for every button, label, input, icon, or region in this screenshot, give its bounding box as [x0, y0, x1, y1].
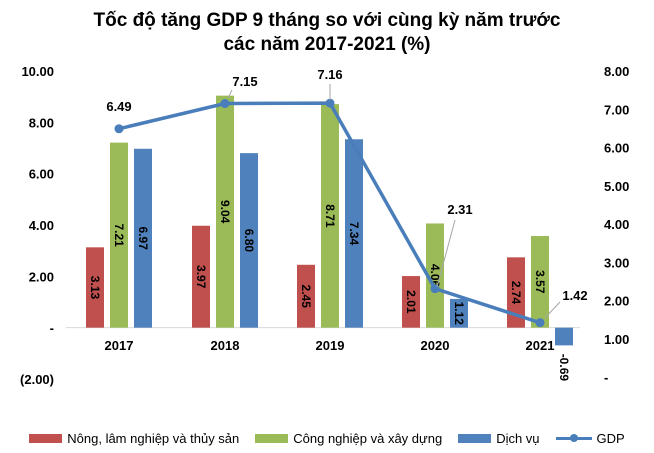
right-axis-tick-label: 5.00 — [604, 179, 629, 194]
right-axis-tick-label: 7.00 — [604, 102, 629, 117]
bar-label-services: 7.34 — [347, 222, 361, 246]
bar-label-agriculture: 2.01 — [404, 290, 418, 314]
category-label: 2021 — [526, 338, 555, 353]
bar-industry — [216, 95, 234, 328]
right-axis-tick-label: 4.00 — [604, 217, 629, 232]
left-axis-tick-label: (2.00) — [20, 372, 54, 387]
gdp-data-label: 1.42 — [562, 288, 587, 303]
left-axis-tick-label: 8.00 — [29, 115, 54, 130]
legend-item-gdp: GDP — [555, 428, 625, 448]
left-axis-tick-label: 6.00 — [29, 167, 54, 182]
gdp-data-label: 6.49 — [106, 99, 131, 114]
legend-label-agriculture: Nông, lâm nghiệp và thủy sản — [67, 430, 240, 446]
bar-industry — [426, 223, 444, 328]
bar-label-industry: 3.57 — [533, 270, 547, 294]
left-axis-tick-label: 4.00 — [29, 218, 54, 233]
category-label: 2018 — [211, 338, 240, 353]
category-label: 2019 — [316, 338, 345, 353]
legend-label-industry: Công nghiệp và xây dựng — [293, 430, 443, 446]
left-axis-tick-label: 2.00 — [29, 269, 54, 284]
legend-swatch-agriculture — [29, 433, 63, 443]
bar-services — [555, 327, 573, 346]
legend-item-industry: Công nghiệp và xây dựng — [255, 428, 442, 448]
bar-agriculture — [402, 276, 420, 328]
category-label: 2017 — [105, 338, 134, 353]
legend-swatch-gdp — [555, 433, 592, 443]
legend-swatch-industry — [255, 433, 289, 443]
bar-label-services: 6.80 — [242, 229, 256, 253]
bar-industry — [321, 104, 339, 328]
left-axis-tick-label: 10.00 — [21, 64, 54, 79]
right-axis-tick-label: 1.00 — [604, 332, 629, 347]
bar-industry — [531, 236, 549, 328]
gdp-data-label: 7.15 — [232, 74, 257, 89]
bar-agriculture — [192, 225, 210, 328]
gdp-label-leader — [436, 219, 456, 288]
gdp-point — [325, 98, 335, 108]
bar-label-industry: 7.21 — [112, 223, 126, 247]
bar-services — [345, 139, 363, 328]
gdp-point — [535, 318, 545, 328]
bar-label-services: 6.97 — [136, 227, 150, 251]
legend-swatch-services — [458, 433, 492, 443]
gdp-label-leader — [227, 89, 233, 99]
bar-agriculture — [86, 247, 104, 328]
gdp-point — [220, 99, 230, 109]
legend-item-services: Dịch vụ — [458, 428, 540, 448]
chart-legend: Nông, lâm nghiệp và thủy sản Công nghiệp… — [0, 428, 654, 448]
bar-label-industry: 8.71 — [323, 204, 337, 228]
right-axis-tick-label: 6.00 — [604, 141, 629, 156]
left-axis-tick-label: - — [50, 321, 54, 336]
legend-label-services: Dịch vụ — [496, 430, 540, 446]
right-axis-tick-label: 8.00 — [604, 64, 629, 79]
gdp-data-label: 2.31 — [447, 202, 472, 217]
category-label: 2020 — [421, 338, 450, 353]
bar-label-industry: 9.04 — [218, 200, 232, 224]
gdp-point — [114, 124, 124, 134]
bar-agriculture — [297, 264, 315, 328]
bar-services — [450, 298, 468, 328]
right-axis-tick-label: - — [604, 370, 608, 385]
bar-industry — [110, 142, 128, 328]
legend-item-agriculture: Nông, lâm nghiệp và thủy sản — [29, 428, 239, 448]
gdp-point — [430, 284, 440, 294]
bar-label-services: -0.69 — [557, 354, 571, 382]
bar-label-agriculture: 3.13 — [88, 276, 102, 300]
right-axis-tick-label: 2.00 — [604, 294, 629, 309]
bar-services — [240, 153, 258, 328]
bar-label-agriculture: 2.45 — [299, 285, 313, 309]
legend-label-gdp: GDP — [596, 430, 625, 446]
bar-label-agriculture: 2.74 — [509, 281, 523, 305]
chart-title-line1: Tốc độ tăng GDP 9 tháng so với cùng kỳ n… — [93, 10, 561, 31]
bar-label-agriculture: 3.97 — [194, 265, 208, 289]
bar-label-services: 1.12 — [452, 302, 466, 326]
gdp-data-label: 7.16 — [317, 67, 342, 82]
gdp-label-leader — [544, 301, 561, 319]
bar-agriculture — [507, 257, 525, 328]
chart-title-line2: các năm 2017-2021 (%) — [223, 34, 431, 55]
right-axis-tick-label: 3.00 — [604, 255, 629, 270]
bar-services — [134, 148, 152, 328]
